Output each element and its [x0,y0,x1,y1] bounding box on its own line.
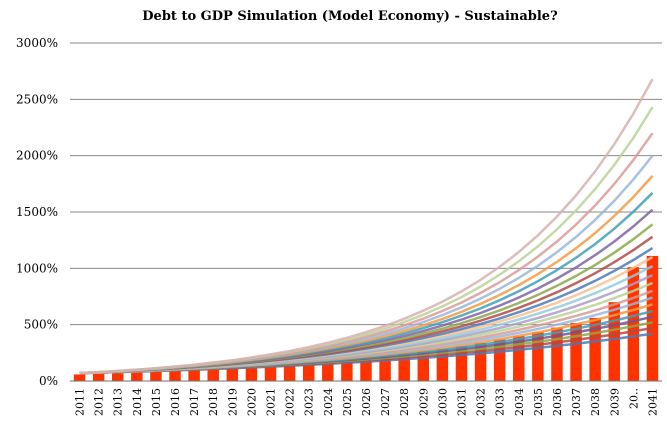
bar [360,358,372,381]
x-tick-label: 2030 [436,388,449,416]
bar [608,302,620,381]
bar [474,342,487,381]
x-tick-label: 2033 [494,388,507,416]
y-tick-label: 2000% [16,149,58,163]
bar [627,267,640,381]
x-tick-label: 2027 [379,388,392,416]
bar [646,255,659,381]
bar [417,351,430,381]
x-tick-label: 2011 [74,388,87,416]
bar [551,327,563,381]
bar [226,368,239,381]
y-tick-label: 1000% [16,261,58,275]
y-tick-label: 1500% [16,205,58,219]
chart-title: Debt to GDP Simulation (Model Economy) -… [142,9,558,24]
x-tick-label: 2025 [341,388,354,416]
bar [379,355,391,381]
x-tick-label: 2037 [570,388,583,416]
bar [532,331,544,381]
x-tick-label: 2036 [551,388,564,416]
x-tick-label: 2038 [589,388,602,416]
x-tick-label: 2026 [360,388,373,416]
bar [302,363,315,381]
bar-series [73,255,659,381]
bar [493,339,506,381]
x-tick-label: 2013 [112,388,125,416]
x-tick-label: 2014 [131,388,144,416]
bar [73,374,86,381]
bar [455,345,468,381]
x-tick-label: 2017 [188,388,201,416]
bar [341,359,353,381]
x-tick-label: 2035 [532,388,545,416]
x-tick-label: 2024 [322,388,335,416]
x-tick-label: 20.. [627,388,640,409]
bar [589,317,601,381]
x-axis-tick-labels: 2011 2012 2013 2014 2015 2016 2017 2018 2019 2020… [74,388,660,416]
x-tick-label: 2031 [455,388,468,416]
gridlines [70,42,662,326]
bar [169,371,181,381]
bar [570,322,582,381]
x-tick-label: 2022 [284,388,297,416]
line-series-group [79,78,654,375]
x-tick-label: 2041 [646,388,659,416]
bar [131,372,143,381]
x-tick-label: 2034 [513,388,526,416]
bar [245,367,258,381]
x-tick-label: 2016 [169,388,182,416]
x-tick-label: 2020 [245,388,258,416]
bar [92,373,105,381]
y-tick-label: 500% [24,318,58,332]
y-tick-label: 3000% [16,36,58,50]
x-tick-label: 2028 [398,388,411,416]
x-tick-label: 2039 [608,388,621,416]
bar [207,369,219,381]
x-tick-label: 2019 [226,388,239,416]
bar [283,364,296,381]
line-series [79,78,654,375]
bar [322,361,334,381]
bar [513,335,525,381]
x-tick-label: 2018 [207,388,220,416]
bar [112,373,124,381]
y-tick-label: 2500% [16,92,58,106]
bar [398,353,410,381]
x-tick-label: 2032 [475,388,488,416]
bar [188,370,200,381]
bar [264,365,277,381]
x-tick-label: 2021 [265,388,278,416]
x-tick-label: 2029 [417,388,430,416]
y-tick-label: 0% [39,374,58,388]
x-tick-label: 2023 [303,388,316,416]
bar [150,371,162,381]
x-tick-label: 2012 [93,388,106,416]
x-tick-label: 2015 [150,388,163,416]
y-axis-tick-labels: 0% 500% 1000% 1500% 2000% 2500% 3000% [16,36,58,388]
bar [436,348,449,381]
